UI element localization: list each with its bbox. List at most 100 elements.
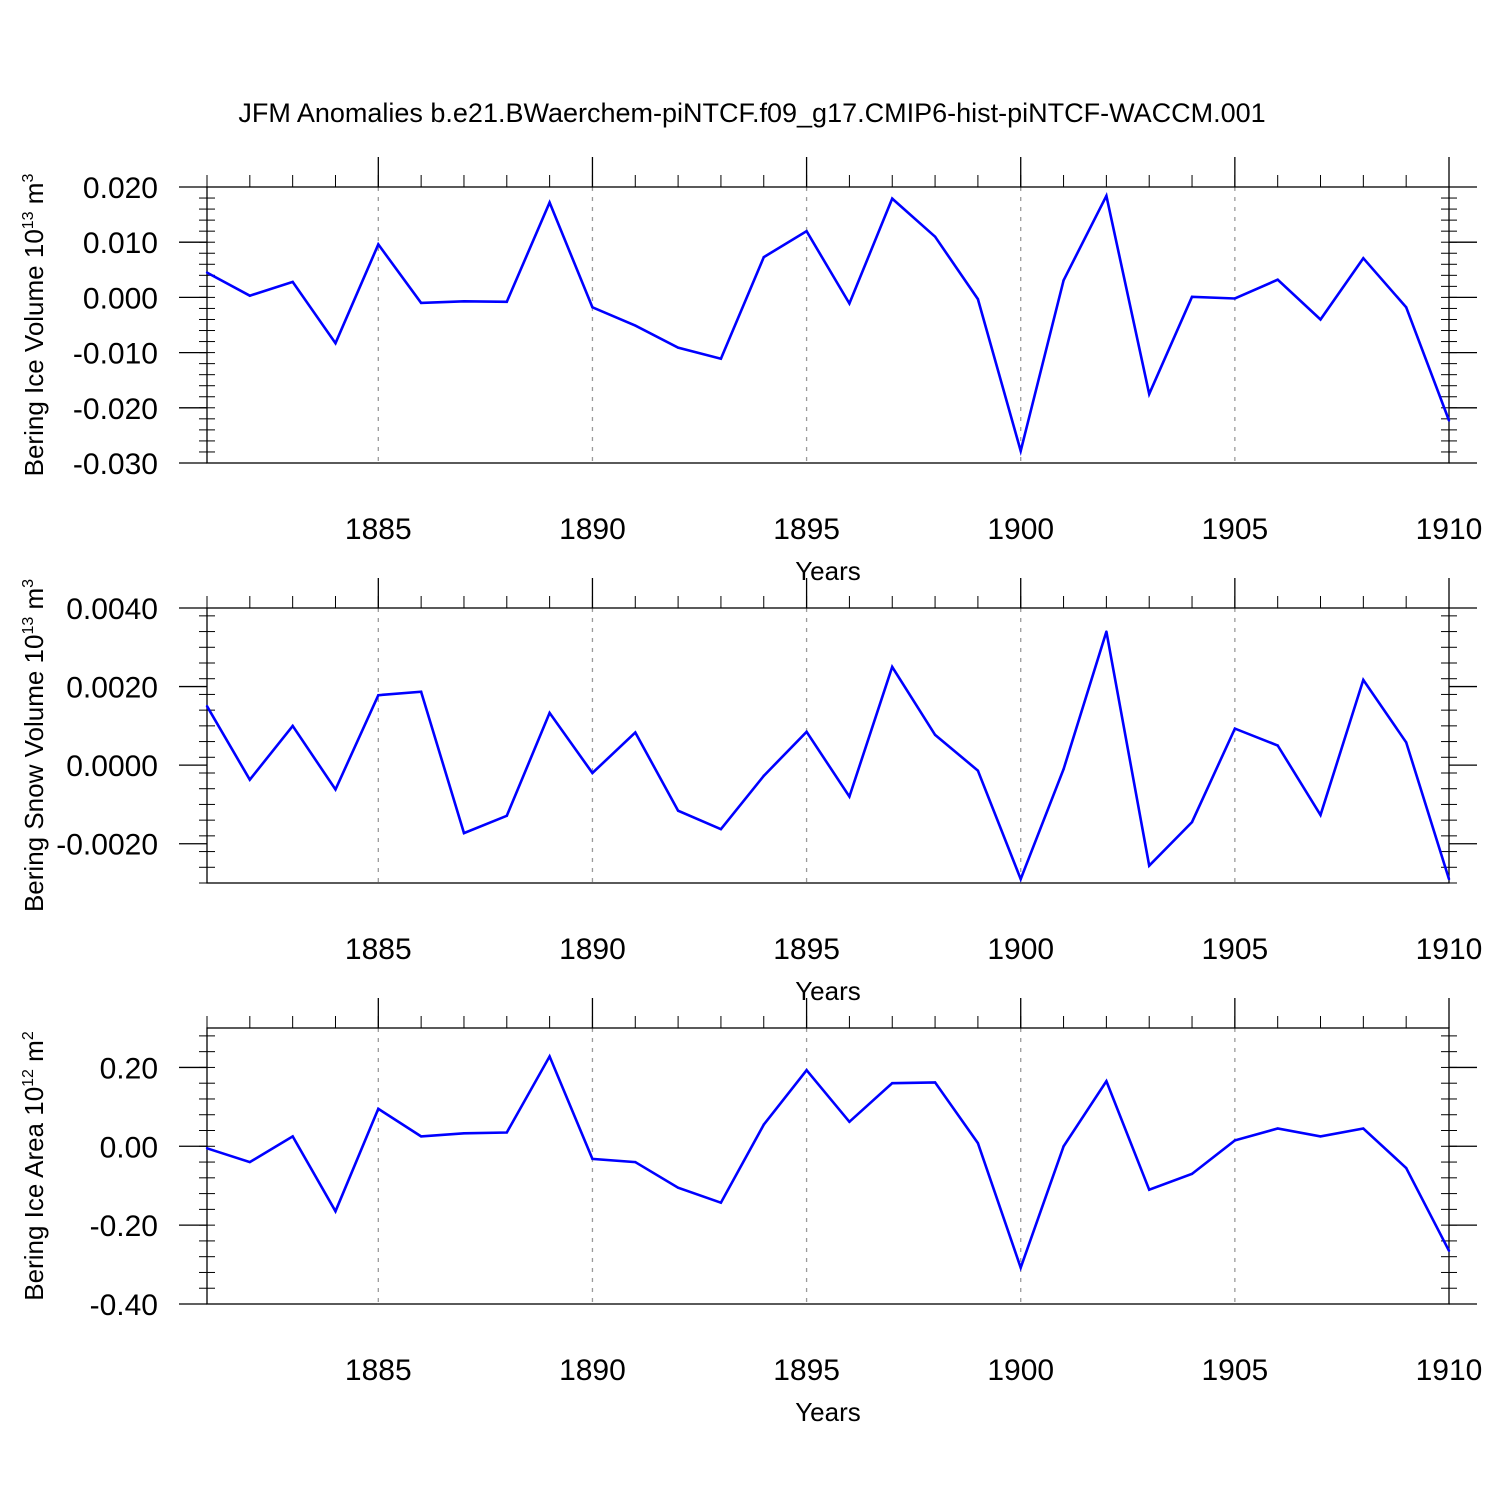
- series-line: [206, 191, 1451, 456]
- data-point: [634, 1160, 637, 1164]
- panel-3: -0.40 -0.20 0.00 0.20 1885 1890 1895 1900 1905 19…: [19, 998, 1482, 1427]
- y-axis-label-part: Bering Ice Volume 10: [19, 229, 49, 476]
- data-point: [634, 731, 637, 734]
- data-point: [676, 346, 680, 349]
- data-point: [891, 665, 894, 669]
- data-point: [891, 1082, 894, 1085]
- data-point: [976, 1141, 980, 1145]
- y-axis-label-part: 2: [20, 1031, 37, 1040]
- data-point: [719, 357, 723, 360]
- x-tick-label: 1900: [987, 933, 1054, 966]
- data-point: [591, 306, 594, 309]
- data-point: [1233, 297, 1237, 300]
- data-point: [976, 769, 980, 772]
- data-point: [1233, 727, 1237, 730]
- data-point: [805, 730, 808, 733]
- panel-1: -0.030 -0.020 -0.010 0.000 0.010 0.020 1885 189…: [19, 157, 1482, 586]
- data-point: [891, 197, 894, 200]
- data-point: [1276, 278, 1279, 281]
- data-point: [1319, 318, 1322, 321]
- data-point: [505, 1131, 508, 1134]
- data-point: [1404, 741, 1408, 744]
- series-line: [206, 1053, 1451, 1272]
- plot-frame: [206, 607, 1450, 884]
- data-point: [548, 201, 551, 204]
- y-tick-label: -0.020: [73, 393, 158, 426]
- data-point: [205, 705, 209, 708]
- x-tick-label: 1910: [1416, 1354, 1483, 1387]
- y-tick-label: 0.0020: [66, 672, 158, 705]
- y-axis-label-part: Bering Ice Area 10: [19, 1087, 49, 1301]
- data-point: [1019, 449, 1022, 453]
- data-point: [248, 1160, 252, 1164]
- y-axis-label-part: 13: [20, 617, 37, 635]
- x-tick-label: 1905: [1201, 933, 1268, 966]
- y-axis-label: Bering Ice Volume 1013 m3: [19, 174, 49, 477]
- data-point: [205, 1147, 209, 1150]
- x-tick-label: 1885: [345, 933, 412, 966]
- data-point: [377, 694, 380, 697]
- data-point: [762, 255, 765, 259]
- series-line: [205, 631, 1451, 883]
- y-tick-label: -0.40: [90, 1289, 158, 1322]
- data-point: [848, 795, 851, 798]
- data-point: [334, 342, 337, 345]
- x-tick-label: 1890: [559, 933, 626, 966]
- data-point: [976, 297, 980, 301]
- y-tick-label: 0.0000: [66, 750, 158, 783]
- data-point: [291, 1135, 294, 1138]
- x-tick-label: 1905: [1201, 513, 1268, 546]
- panel-2: -0.0020 0.0000 0.0020 0.0040 1885 1890 1895 190…: [19, 578, 1482, 1006]
- data-point: [719, 1201, 723, 1204]
- data-point: [248, 294, 252, 297]
- x-tick-label: 1910: [1416, 933, 1483, 966]
- data-point: [1447, 419, 1451, 422]
- data-point: [1148, 1188, 1151, 1191]
- y-axis-label-part: m: [19, 183, 49, 212]
- y-tick-label: 0.000: [83, 282, 158, 315]
- data-point: [848, 302, 851, 305]
- y-tick-label: -0.20: [90, 1210, 158, 1243]
- figure-title: JFM Anomalies b.e21.BWaerchem-piNTCF.f09…: [238, 98, 1265, 128]
- data-point: [1062, 767, 1065, 771]
- y-axis-label: Bering Ice Area 1012 m2: [19, 1031, 49, 1301]
- data-point: [419, 1135, 423, 1138]
- y-tick-label: -0.010: [73, 338, 158, 371]
- data-point: [762, 1123, 765, 1126]
- x-tick-label: 1895: [773, 513, 840, 546]
- data-point: [1276, 1127, 1279, 1130]
- data-point: [1190, 295, 1194, 299]
- data-point: [1105, 194, 1108, 198]
- data-point: [933, 235, 937, 238]
- data-point: [676, 1186, 680, 1189]
- y-axis-label-part: Bering Snow Volume 10: [19, 635, 49, 913]
- data-point: [334, 788, 337, 791]
- x-tick-label: 1890: [559, 1354, 626, 1387]
- y-axis-label-part: m: [19, 588, 49, 617]
- y-axis-label-part: 13: [20, 211, 37, 229]
- y-tick-label: 0.010: [83, 227, 158, 260]
- y-tick-label: -0.0020: [56, 829, 158, 862]
- data-point: [419, 690, 423, 693]
- data-point: [377, 243, 380, 246]
- data-point: [1362, 678, 1365, 682]
- data-point: [334, 1210, 337, 1213]
- data-point: [291, 280, 294, 284]
- data-point: [1148, 864, 1151, 867]
- y-tick-label: 0.20: [100, 1052, 158, 1085]
- data-point: [1447, 877, 1451, 881]
- data-point: [1190, 1172, 1194, 1176]
- data-point: [848, 1120, 851, 1124]
- data-point: [377, 1107, 380, 1111]
- x-tick-label: 1905: [1201, 1354, 1268, 1387]
- y-axis-label-part: m: [19, 1040, 49, 1069]
- data-point: [1276, 744, 1279, 747]
- x-axis-label: Years: [795, 556, 861, 586]
- data-point: [462, 300, 466, 303]
- data-point: [1105, 1080, 1108, 1083]
- data-point: [634, 324, 637, 327]
- data-point: [462, 831, 466, 835]
- y-tick-label: 0.020: [83, 172, 158, 205]
